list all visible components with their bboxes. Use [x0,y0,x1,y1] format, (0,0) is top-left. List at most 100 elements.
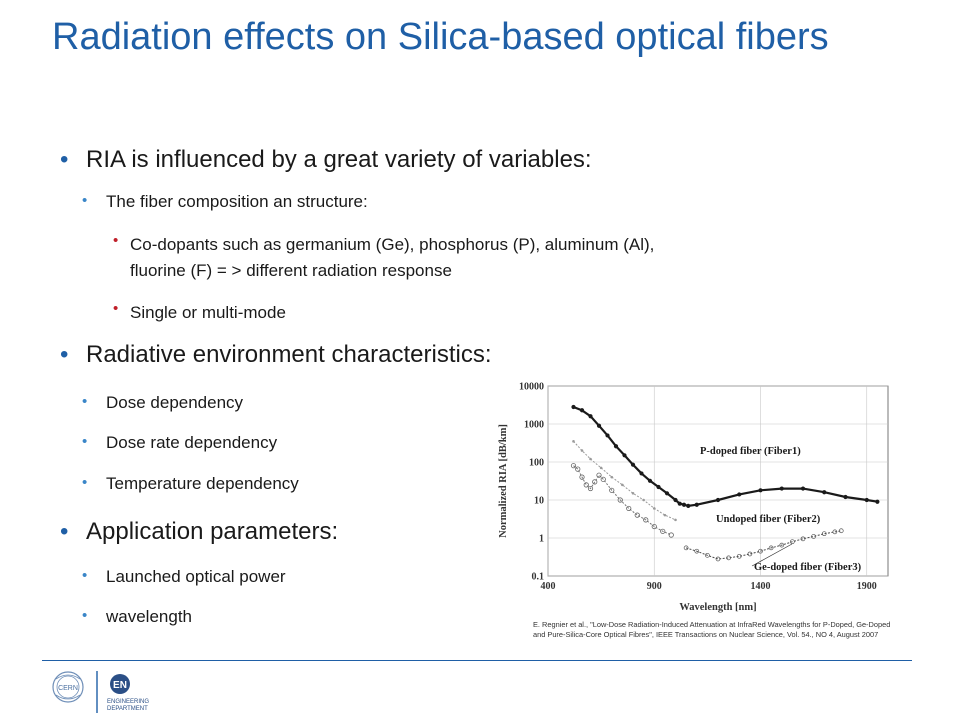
citation: E. Regnier et al., "Low-Dose Radiation-I… [533,620,891,639]
data-point [609,487,615,493]
bullet-dot-icon: • [82,474,88,491]
footer-rule [42,660,912,661]
data-point [617,497,623,503]
data-point [768,545,774,551]
data-point [668,532,674,538]
data-point [832,529,838,535]
data-point [715,497,721,503]
y-axis-label: Normalized RIA [dB/km] [498,424,509,538]
data-point [580,449,584,452]
data-point [811,534,816,539]
series-label-leader [751,543,793,567]
en-logo-mark: EN [113,680,127,691]
bullet-text: Temperature dependency [106,474,299,493]
bullet-text: Co-dopants such as germanium (Ge), phosp… [130,235,655,254]
ria-chart: 400 900 1400 1900 0.1 1 10 100 1000 10000 Waveleng… [498,382,889,613]
bullet-text: Radiative environment characteristics: [86,341,492,368]
data-point [596,472,602,478]
data-point [663,513,667,517]
bullet-text: Dose dependency [106,393,244,412]
data-point [634,512,640,518]
data-point [715,556,721,562]
cern-logo-icon: CERN [52,671,84,703]
data-point [572,440,575,443]
bullet-dot-icon: • [113,300,119,317]
bullet-text: Application parameters: [86,518,339,545]
y-tick-label: 100 [529,458,544,469]
data-point [683,545,689,551]
data-point [622,453,627,458]
data-point [626,505,632,512]
bullet-dot-icon: • [60,341,69,368]
data-point [838,528,844,534]
bullet-text: Dose rate dependency [106,433,278,452]
data-point [656,484,661,490]
data-point [631,492,635,495]
data-point [621,483,624,487]
data-point [583,482,589,488]
x-tick-label: 1900 [857,581,877,592]
en-logo-line1: ENGINEERING [107,699,149,705]
data-point [652,507,656,510]
data-point [588,414,593,419]
data-point [843,494,848,500]
x-tick-label: 400 [541,581,556,592]
data-point [674,518,677,522]
data-point [579,474,585,480]
data-point [705,552,710,558]
bullet-text: Single or multi-mode [130,303,286,322]
bullet-text: The fiber composition an structure: [106,192,368,211]
data-point [643,517,649,523]
data-point [605,433,610,438]
en-logo-icon: EN ENGINEERING DEPARTMENT [107,674,149,712]
data-point [681,502,687,507]
bullet-text: wavelength [106,607,193,626]
data-point [610,475,614,479]
bullet-dot-icon: • [60,146,69,173]
series-label-fiber3: Ge-doped fiber (Fiber3) [754,562,862,573]
bullet-text: fluorine (F) = > different radiation res… [130,261,452,280]
bullet-dot-icon: • [82,192,88,209]
y-tick-label: 1 [539,534,544,545]
data-point [630,462,636,467]
data-point [822,490,827,495]
data-point [779,486,784,491]
en-logo-line2: DEPARTMENT [107,706,148,712]
data-point [570,463,577,469]
series-line [573,465,672,536]
series-label-fiber2: Undoped fiber (Fiber2) [716,514,821,525]
x-tick-label: 1400 [751,581,771,592]
data-point [592,479,598,485]
data-point [664,491,670,496]
data-point [642,498,645,502]
bullet-dot-icon: • [82,567,88,584]
data-point [600,476,606,482]
data-point [575,466,581,472]
data-point [596,423,602,428]
data-point [686,503,691,508]
data-point [864,497,869,503]
y-tick-label: 10000 [519,382,544,393]
data-point [694,548,700,554]
data-point [651,523,657,530]
data-point [571,404,576,410]
data-point [647,478,653,483]
series-line [573,440,676,521]
data-point [790,539,795,545]
data-point [677,501,682,506]
cern-logo-text: CERN [58,685,78,692]
y-tick-label: 1000 [524,420,544,431]
data-point [639,471,644,476]
data-point [821,531,827,537]
data-point [758,548,763,554]
bullet-text: RIA is influenced by a great variety of … [86,146,592,173]
data-point [736,553,742,559]
data-point [779,542,785,548]
y-tick-label: 0.1 [532,572,545,583]
data-point [673,497,678,503]
slide-title: Radiation effects on Silica-based optica… [52,16,829,58]
series-label-fiber1: P-doped fiber (Fiber1) [700,446,801,457]
data-point [660,528,666,534]
bullet-text: Launched optical power [106,567,286,586]
